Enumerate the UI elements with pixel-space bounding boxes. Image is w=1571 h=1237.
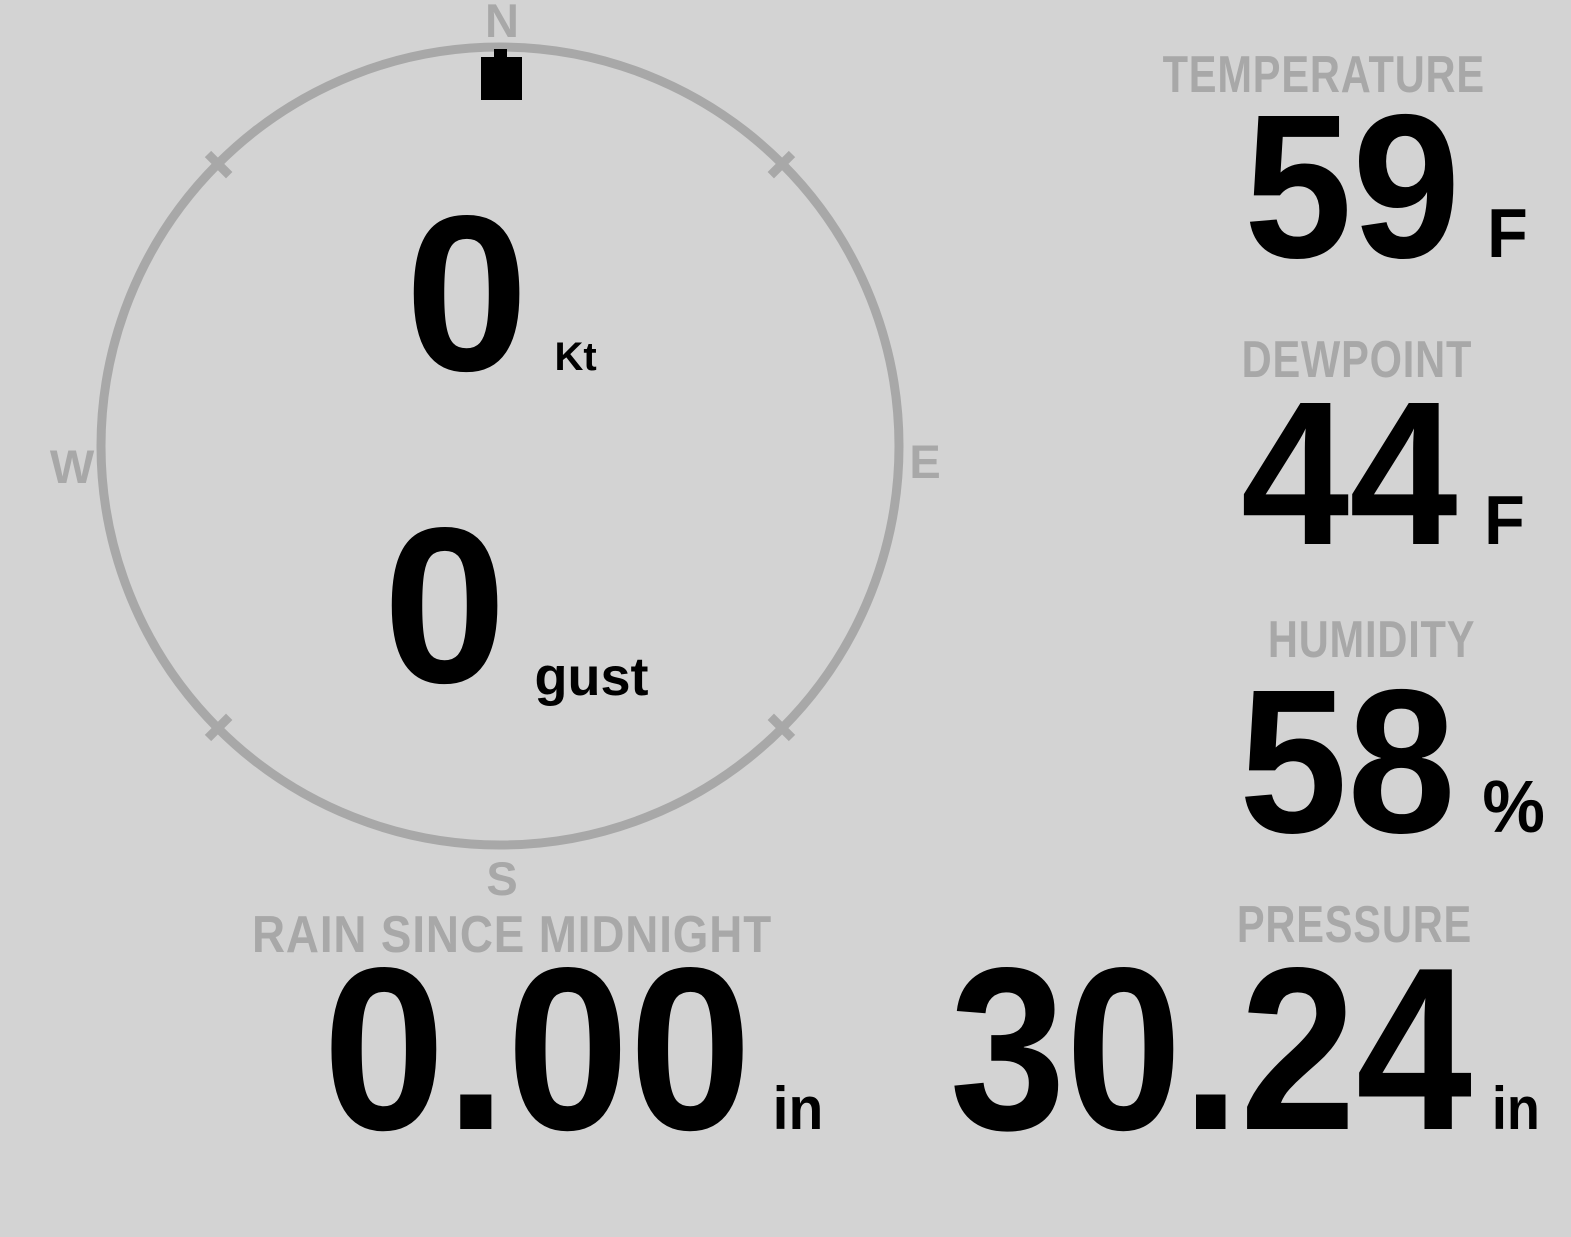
wind-speed-group: 0 Kt xyxy=(405,183,597,405)
dewpoint-value: 44 xyxy=(1241,359,1458,588)
wind-gust-value: 0 xyxy=(383,482,507,730)
wind-gust-unit: gust xyxy=(534,647,649,707)
compass-tick-se xyxy=(767,713,796,742)
dewpoint-value-group: 44 F xyxy=(1241,371,1525,576)
compass-circle xyxy=(96,42,904,850)
humidity-value: 58 xyxy=(1239,647,1456,876)
rain-unit: in xyxy=(772,1075,824,1142)
pressure-value: 30.24 xyxy=(949,920,1473,1179)
wind-gust-group: 0 gust xyxy=(383,495,648,717)
compass-dial xyxy=(96,42,904,850)
humidity-value-group: 58 % xyxy=(1239,659,1545,864)
wind-speed-unit: Kt xyxy=(554,335,597,379)
compass-tick-sw xyxy=(204,713,233,742)
humidity-label: HUMIDITY xyxy=(1267,611,1475,669)
pressure-value-group: 30.24 in xyxy=(950,934,1540,1166)
rain-since-midnight-label: RAIN SINCE MIDNIGHT xyxy=(251,906,773,964)
pressure-unit: in xyxy=(1492,1075,1540,1142)
cardinal-east-label: E xyxy=(909,435,941,488)
temperature-unit: F xyxy=(1487,194,1528,272)
rain-value-group: 0.00 in xyxy=(323,934,824,1166)
temperature-label: TEMPERATURE xyxy=(1162,46,1485,104)
cardinal-west-label: W xyxy=(49,440,95,493)
cardinal-north-label: N xyxy=(485,0,519,47)
compass-tick-ne xyxy=(767,150,796,179)
compass-tick-nw xyxy=(204,150,233,179)
cardinal-south-label: S xyxy=(486,852,518,905)
temperature-value-group: 59 F xyxy=(1244,84,1528,289)
dewpoint-label: DEWPOINT xyxy=(1241,331,1472,389)
pressure-label: PRESSURE xyxy=(1236,896,1472,954)
dewpoint-unit: F xyxy=(1484,481,1525,559)
wind-compass xyxy=(0,0,1000,920)
temperature-value: 59 xyxy=(1244,72,1461,301)
wind-speed-value: 0 xyxy=(405,170,529,418)
humidity-unit: % xyxy=(1482,765,1545,848)
wind-direction-square-icon xyxy=(481,49,522,100)
rain-value: 0.00 xyxy=(322,920,752,1179)
